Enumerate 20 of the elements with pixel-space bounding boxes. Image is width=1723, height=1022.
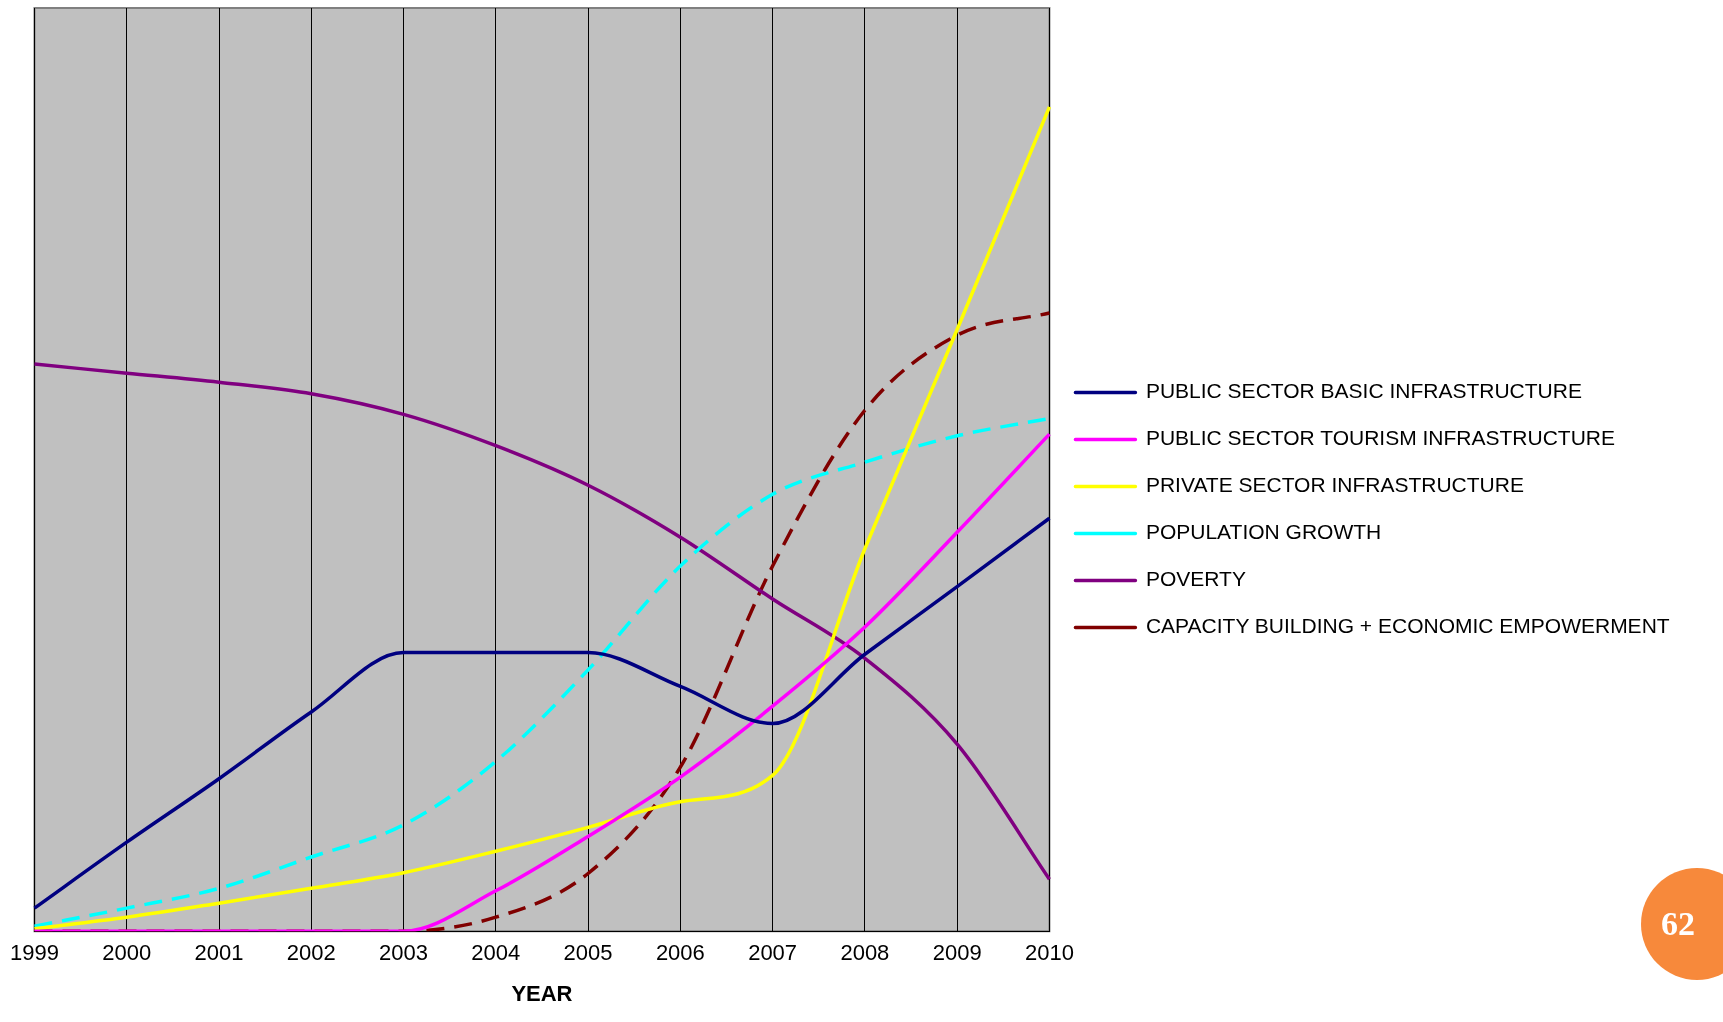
legend-label: POVERTY — [1145, 567, 1246, 591]
x-tick-label: 2000 — [102, 940, 152, 966]
legend-label: CAPACITY BUILDING + ECONOMIC EMPOWERMENT — [1145, 614, 1670, 638]
x-tick-label: 2010 — [1024, 940, 1074, 966]
x-tick-label: 2006 — [655, 940, 705, 966]
legend-label: POPULATION GROWTH — [1145, 520, 1382, 544]
page-number-badge: 62 — [1641, 868, 1723, 980]
legend-label: PUBLIC SECTOR BASIC INFRASTRUCTURE — [1145, 379, 1582, 403]
legend-label: PUBLIC SECTOR TOURISM INFRASTRUCTURE — [1145, 426, 1615, 450]
x-tick-label: 2004 — [471, 940, 521, 966]
x-tick-label: 2007 — [748, 940, 798, 966]
x-tick-label: 2009 — [932, 940, 982, 966]
legend-label: PRIVATE SECTOR INFRASTRUCTURE — [1145, 473, 1524, 497]
x-tick-label: 2001 — [194, 940, 244, 966]
x-axis-title: YEAR — [511, 980, 573, 1006]
x-tick-label: 2005 — [563, 940, 613, 966]
x-tick-label: 2008 — [840, 940, 890, 966]
x-tick-label: 1999 — [9, 940, 59, 966]
x-tick-label: 2002 — [286, 940, 336, 966]
x-tick-label: 2003 — [379, 940, 429, 966]
